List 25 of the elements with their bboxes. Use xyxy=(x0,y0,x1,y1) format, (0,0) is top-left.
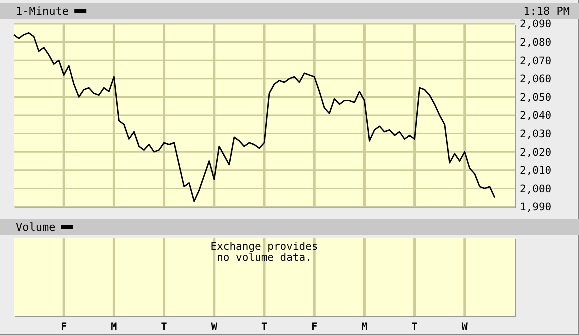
category-label: W xyxy=(211,322,218,333)
chart-title: 1-Minute xyxy=(16,5,69,18)
category-label: M xyxy=(362,322,368,333)
y-tick-label: 2,020 xyxy=(520,146,552,159)
line-series xyxy=(13,32,496,202)
category-label: F xyxy=(61,322,68,333)
category-label: T xyxy=(161,322,168,333)
text: Volume xyxy=(16,221,56,234)
y-tick-label: 2,090 xyxy=(520,18,552,31)
text: 1:18 PM xyxy=(524,5,570,18)
y-tick-label: 2,000 xyxy=(520,183,552,196)
y-tick-label: 2,080 xyxy=(520,36,552,49)
y-tick-label: 2,030 xyxy=(520,128,552,140)
category-label: M xyxy=(111,322,118,333)
category-label: T xyxy=(261,322,268,333)
y-tick-label: 2,050 xyxy=(520,92,552,104)
y-tick-label: 2,060 xyxy=(520,74,552,86)
y-tick-label: 2,070 xyxy=(520,55,552,68)
y-tick-label: 2,040 xyxy=(520,110,552,122)
category-label: F xyxy=(312,322,318,333)
y-tick-label: 2,010 xyxy=(520,165,552,178)
text: Exchange provides no volume data. xyxy=(210,241,318,264)
category-label: W xyxy=(462,322,469,333)
category-label: T xyxy=(412,322,418,333)
y-tick-label: 1,990 xyxy=(520,202,552,214)
